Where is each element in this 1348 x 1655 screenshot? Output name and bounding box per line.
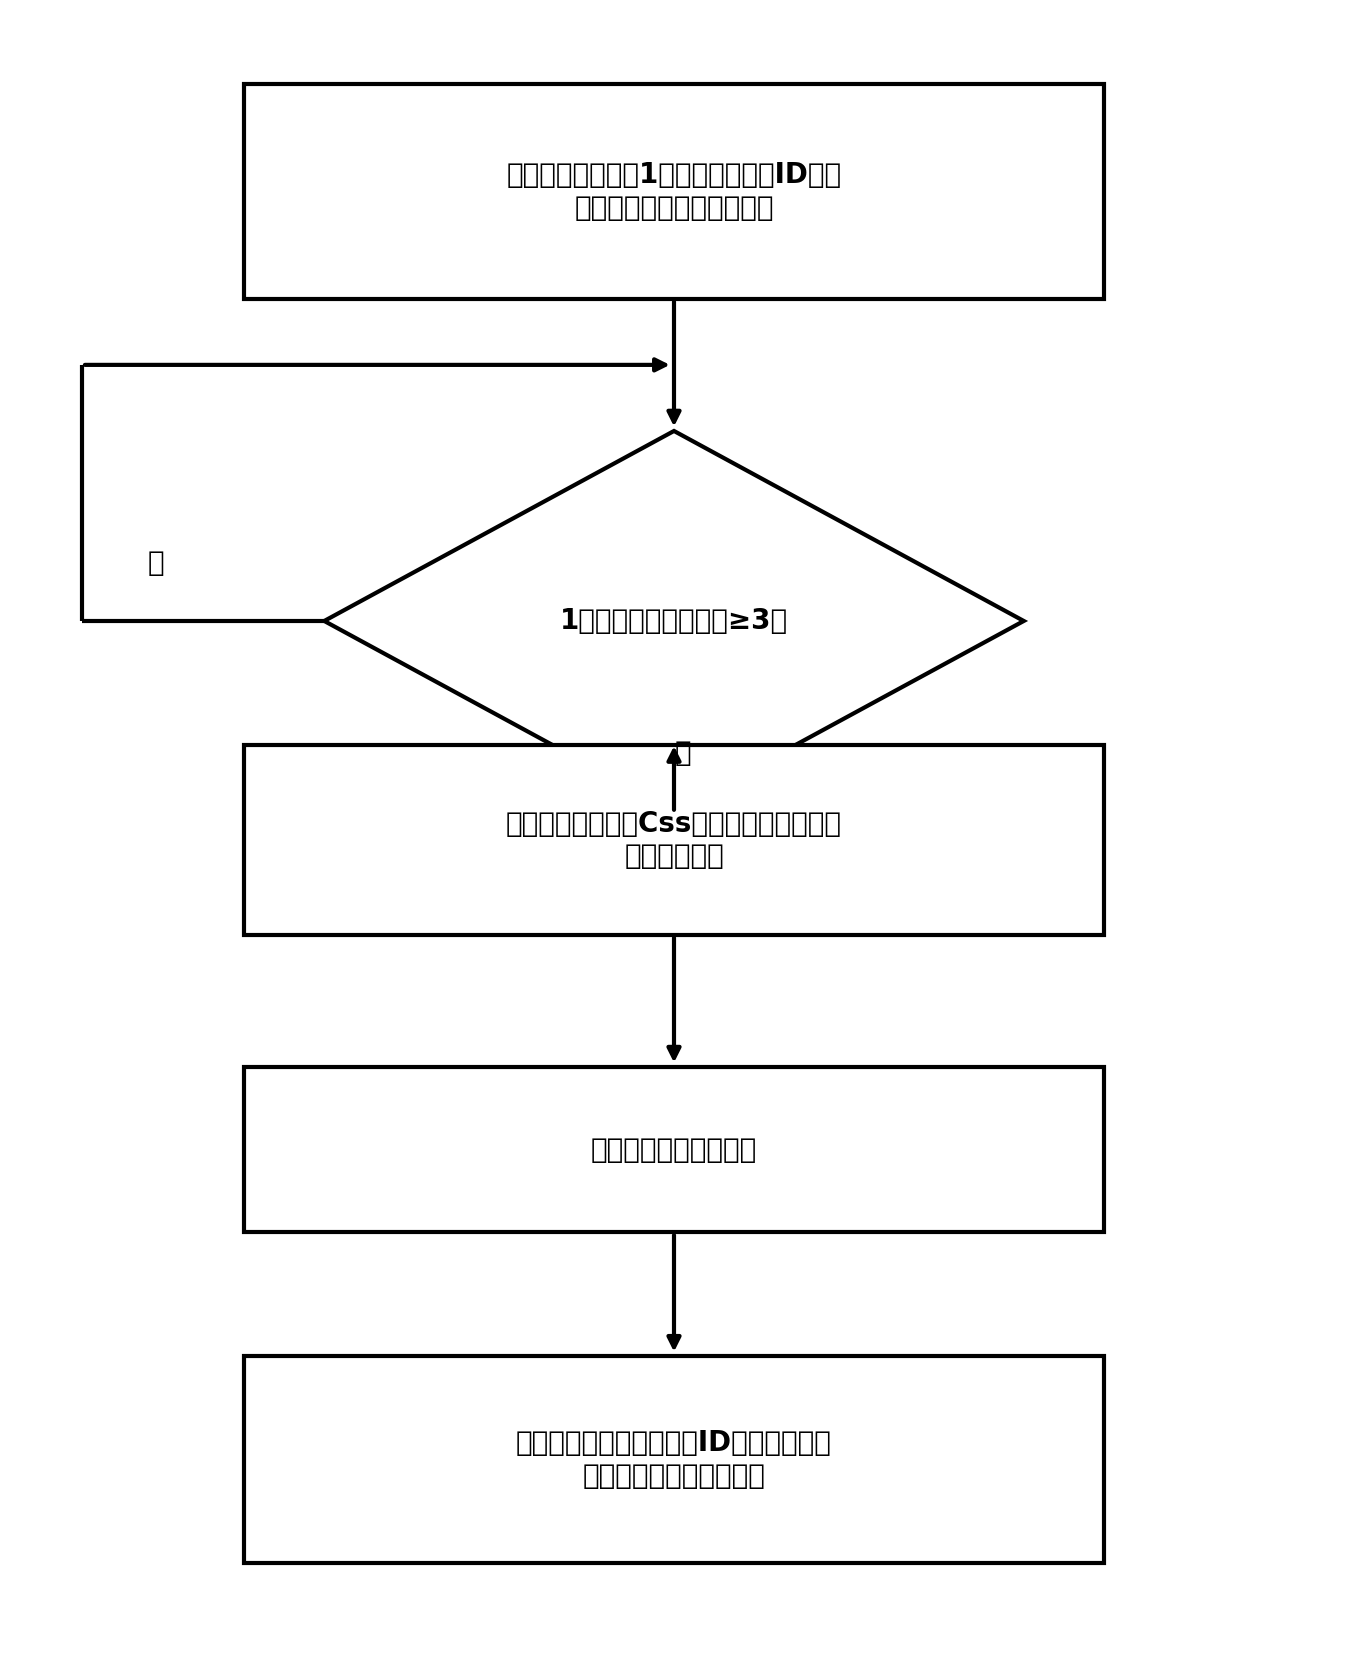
Text: 1跳范围内锦节点数目≥3个: 1跳范围内锦节点数目≥3个 — [559, 607, 789, 636]
Text: 未知节点采用基于Css测距的三边定位算法
获得自身位置: 未知节点采用基于Css测距的三边定位算法 获得自身位置 — [506, 809, 842, 871]
Polygon shape — [325, 430, 1023, 811]
Text: 未知节点晋升为锦节点: 未知节点晋升为锦节点 — [590, 1135, 758, 1163]
Text: 否: 否 — [148, 549, 164, 578]
Text: 未知节点获得周围1跳距离的锦节点ID、位
置坐标，建立锦节点信息表: 未知节点获得周围1跳距离的锦节点ID、位 置坐标，建立锦节点信息表 — [507, 161, 841, 222]
FancyBboxPatch shape — [244, 745, 1104, 935]
Text: 是: 是 — [675, 740, 692, 768]
Text: 未知节点将晋升锦节点的ID和位置坐标信
息记录到锦节点信息表中: 未知节点将晋升锦节点的ID和位置坐标信 息记录到锦节点信息表中 — [516, 1430, 832, 1490]
FancyBboxPatch shape — [244, 1067, 1104, 1233]
FancyBboxPatch shape — [244, 1355, 1104, 1562]
FancyBboxPatch shape — [244, 84, 1104, 300]
